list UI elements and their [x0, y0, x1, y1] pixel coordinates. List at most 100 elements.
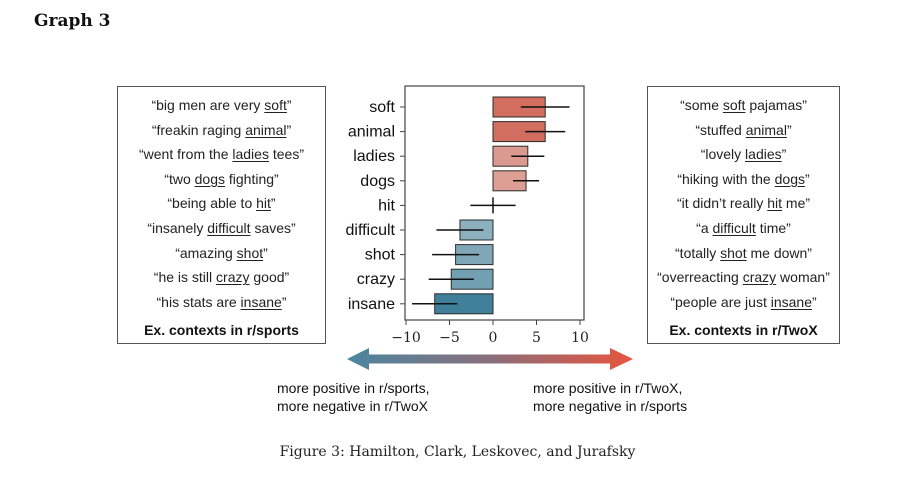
context-item: “big men are very soft”: [118, 93, 325, 118]
figure-caption: Figure 3: Hamilton, Clark, Leskovec, and…: [279, 444, 636, 460]
context-target-word: animal: [745, 121, 787, 138]
y-tick-label-ladies: ladies: [353, 148, 395, 165]
y-tick-label-shot: shot: [365, 247, 396, 264]
x-tick-label-2: 0: [489, 330, 498, 346]
context-target-word: shot: [720, 244, 747, 261]
context-item: “some soft pajamas”: [648, 93, 839, 118]
context-item: “people are just insane”: [648, 290, 839, 315]
x-tick-label-4: 10: [571, 330, 589, 346]
context-text-post: ”: [812, 293, 817, 310]
context-text-post: time”: [755, 219, 791, 236]
y-tick-label-crazy: crazy: [357, 271, 395, 288]
context-text-pre: “his stats are: [156, 293, 241, 310]
context-item: “a difficult time”: [648, 216, 839, 241]
context-item: “hiking with the dogs”: [648, 167, 839, 192]
context-target-word: ladies: [745, 146, 782, 163]
context-target-word: difficult: [712, 219, 756, 236]
context-text-post: pajamas”: [745, 97, 807, 113]
context-text-post: me”: [782, 195, 811, 212]
sports-context-title: Ex. contexts in r/sports: [144, 322, 299, 338]
context-text-post: ”: [781, 146, 787, 163]
x-tick-label-3: 5: [532, 330, 541, 346]
context-target-word: insane: [240, 293, 282, 310]
twox-context-list: “some soft pajamas” “stuffed animal” “love…: [648, 93, 839, 314]
context-item: “lovely ladies”: [648, 142, 839, 167]
context-item: “totally shot me down”: [648, 241, 839, 266]
context-text-post: fighting”: [225, 170, 279, 187]
context-text-post: ”: [270, 195, 276, 212]
context-text-pre: “went from the: [139, 146, 233, 163]
axis-note-right: more positive in r/TwoX, more negative i…: [533, 379, 687, 415]
context-text-pre: “stuffed: [695, 121, 746, 138]
axis-note-left-line-2: more negative in r/TwoX: [277, 398, 428, 414]
context-text-pre: “it didn’t really: [676, 195, 768, 212]
context-text-post: ”: [281, 293, 287, 310]
context-text-post: saves”: [250, 219, 296, 236]
axis-note-left-line-1: more positive in r/sports,: [277, 380, 430, 396]
context-text-post: ”: [286, 97, 292, 113]
context-target-word: hit: [767, 195, 783, 212]
y-tick-label-soft: soft: [369, 99, 395, 116]
sports-context-list: “big men are very soft” “freakin raging a…: [118, 93, 325, 314]
axis-note-left: more positive in r/sports, more negative…: [277, 379, 430, 415]
axis-note-right-line-1: more positive in r/TwoX,: [533, 380, 683, 396]
context-text-pre: “people are just: [670, 293, 771, 310]
context-item: “went from the ladies tees”: [118, 142, 325, 167]
context-text-pre: “hiking with the: [677, 170, 775, 187]
context-item: “it didn’t really hit me”: [648, 191, 839, 216]
context-text-pre: “he is still: [153, 269, 217, 286]
twox-context-box: “some soft pajamas” “stuffed animal” “love…: [647, 86, 840, 344]
context-text-pre: “lovely: [700, 146, 746, 163]
context-text-pre: “a: [696, 219, 713, 236]
plot-frame: [404, 85, 585, 321]
y-tick-label-animal: animal: [348, 124, 395, 141]
x-tick-label-0: −10: [391, 330, 421, 346]
context-text-post: me down”: [746, 244, 812, 261]
context-target-word: hit: [256, 195, 271, 212]
context-target-word: soft: [264, 97, 287, 113]
context-text-pre: “insanely: [147, 219, 208, 236]
context-item: “amazing shot”: [118, 241, 325, 266]
sports-context-box: “big men are very soft” “freakin raging a…: [117, 86, 326, 344]
direction-arrow: [347, 348, 633, 370]
context-item: “stuffed animal”: [648, 118, 839, 143]
context-text-post: tees”: [268, 146, 304, 163]
context-item: “freakin raging animal”: [118, 118, 325, 143]
context-text-pre: “some: [680, 97, 723, 113]
context-item: “his stats are insane”: [118, 290, 325, 315]
context-text-pre: “amazing: [175, 244, 237, 261]
context-text-post: woman”: [776, 269, 830, 286]
context-text-post: good”: [249, 269, 290, 286]
twox-context-title: Ex. contexts in r/TwoX: [669, 322, 818, 338]
y-tick-label-insane: insane: [348, 296, 395, 313]
context-item: “overreacting crazy woman”: [648, 265, 839, 290]
context-target-word: animal: [245, 121, 287, 138]
context-target-word: difficult: [207, 219, 251, 236]
context-text-pre: “being able to: [167, 195, 257, 212]
context-target-word: dogs: [194, 170, 225, 187]
context-text-post: ”: [263, 244, 268, 261]
context-text-post: ”: [804, 170, 810, 187]
context-target-word: soft: [722, 97, 746, 113]
context-target-word: ladies: [232, 146, 269, 163]
context-text-pre: “totally: [675, 244, 721, 261]
context-target-word: crazy: [742, 269, 777, 286]
context-item: “two dogs fighting”: [118, 167, 325, 192]
context-text-post: ”: [786, 121, 792, 138]
context-text-pre: “overreacting: [657, 269, 743, 286]
x-tick-label-1: −5: [439, 330, 460, 346]
context-text-pre: “two: [164, 170, 195, 187]
axis-note-right-line-2: more negative in r/sports: [533, 398, 688, 414]
y-tick-label-hit: hit: [378, 197, 395, 214]
y-tick-label-difficult: difficult: [345, 222, 395, 239]
context-item: “being able to hit”: [118, 191, 325, 216]
y-tick-label-dogs: dogs: [360, 173, 395, 190]
page-heading: Graph 3: [34, 11, 111, 31]
context-target-word: shot: [236, 244, 264, 261]
context-text-pre: “big men are very: [151, 97, 265, 113]
context-text-pre: “freakin raging: [151, 121, 246, 138]
context-text-post: ”: [286, 121, 292, 138]
context-item: “he is still crazy good”: [118, 265, 325, 290]
context-item: “insanely difficult saves”: [118, 216, 325, 241]
